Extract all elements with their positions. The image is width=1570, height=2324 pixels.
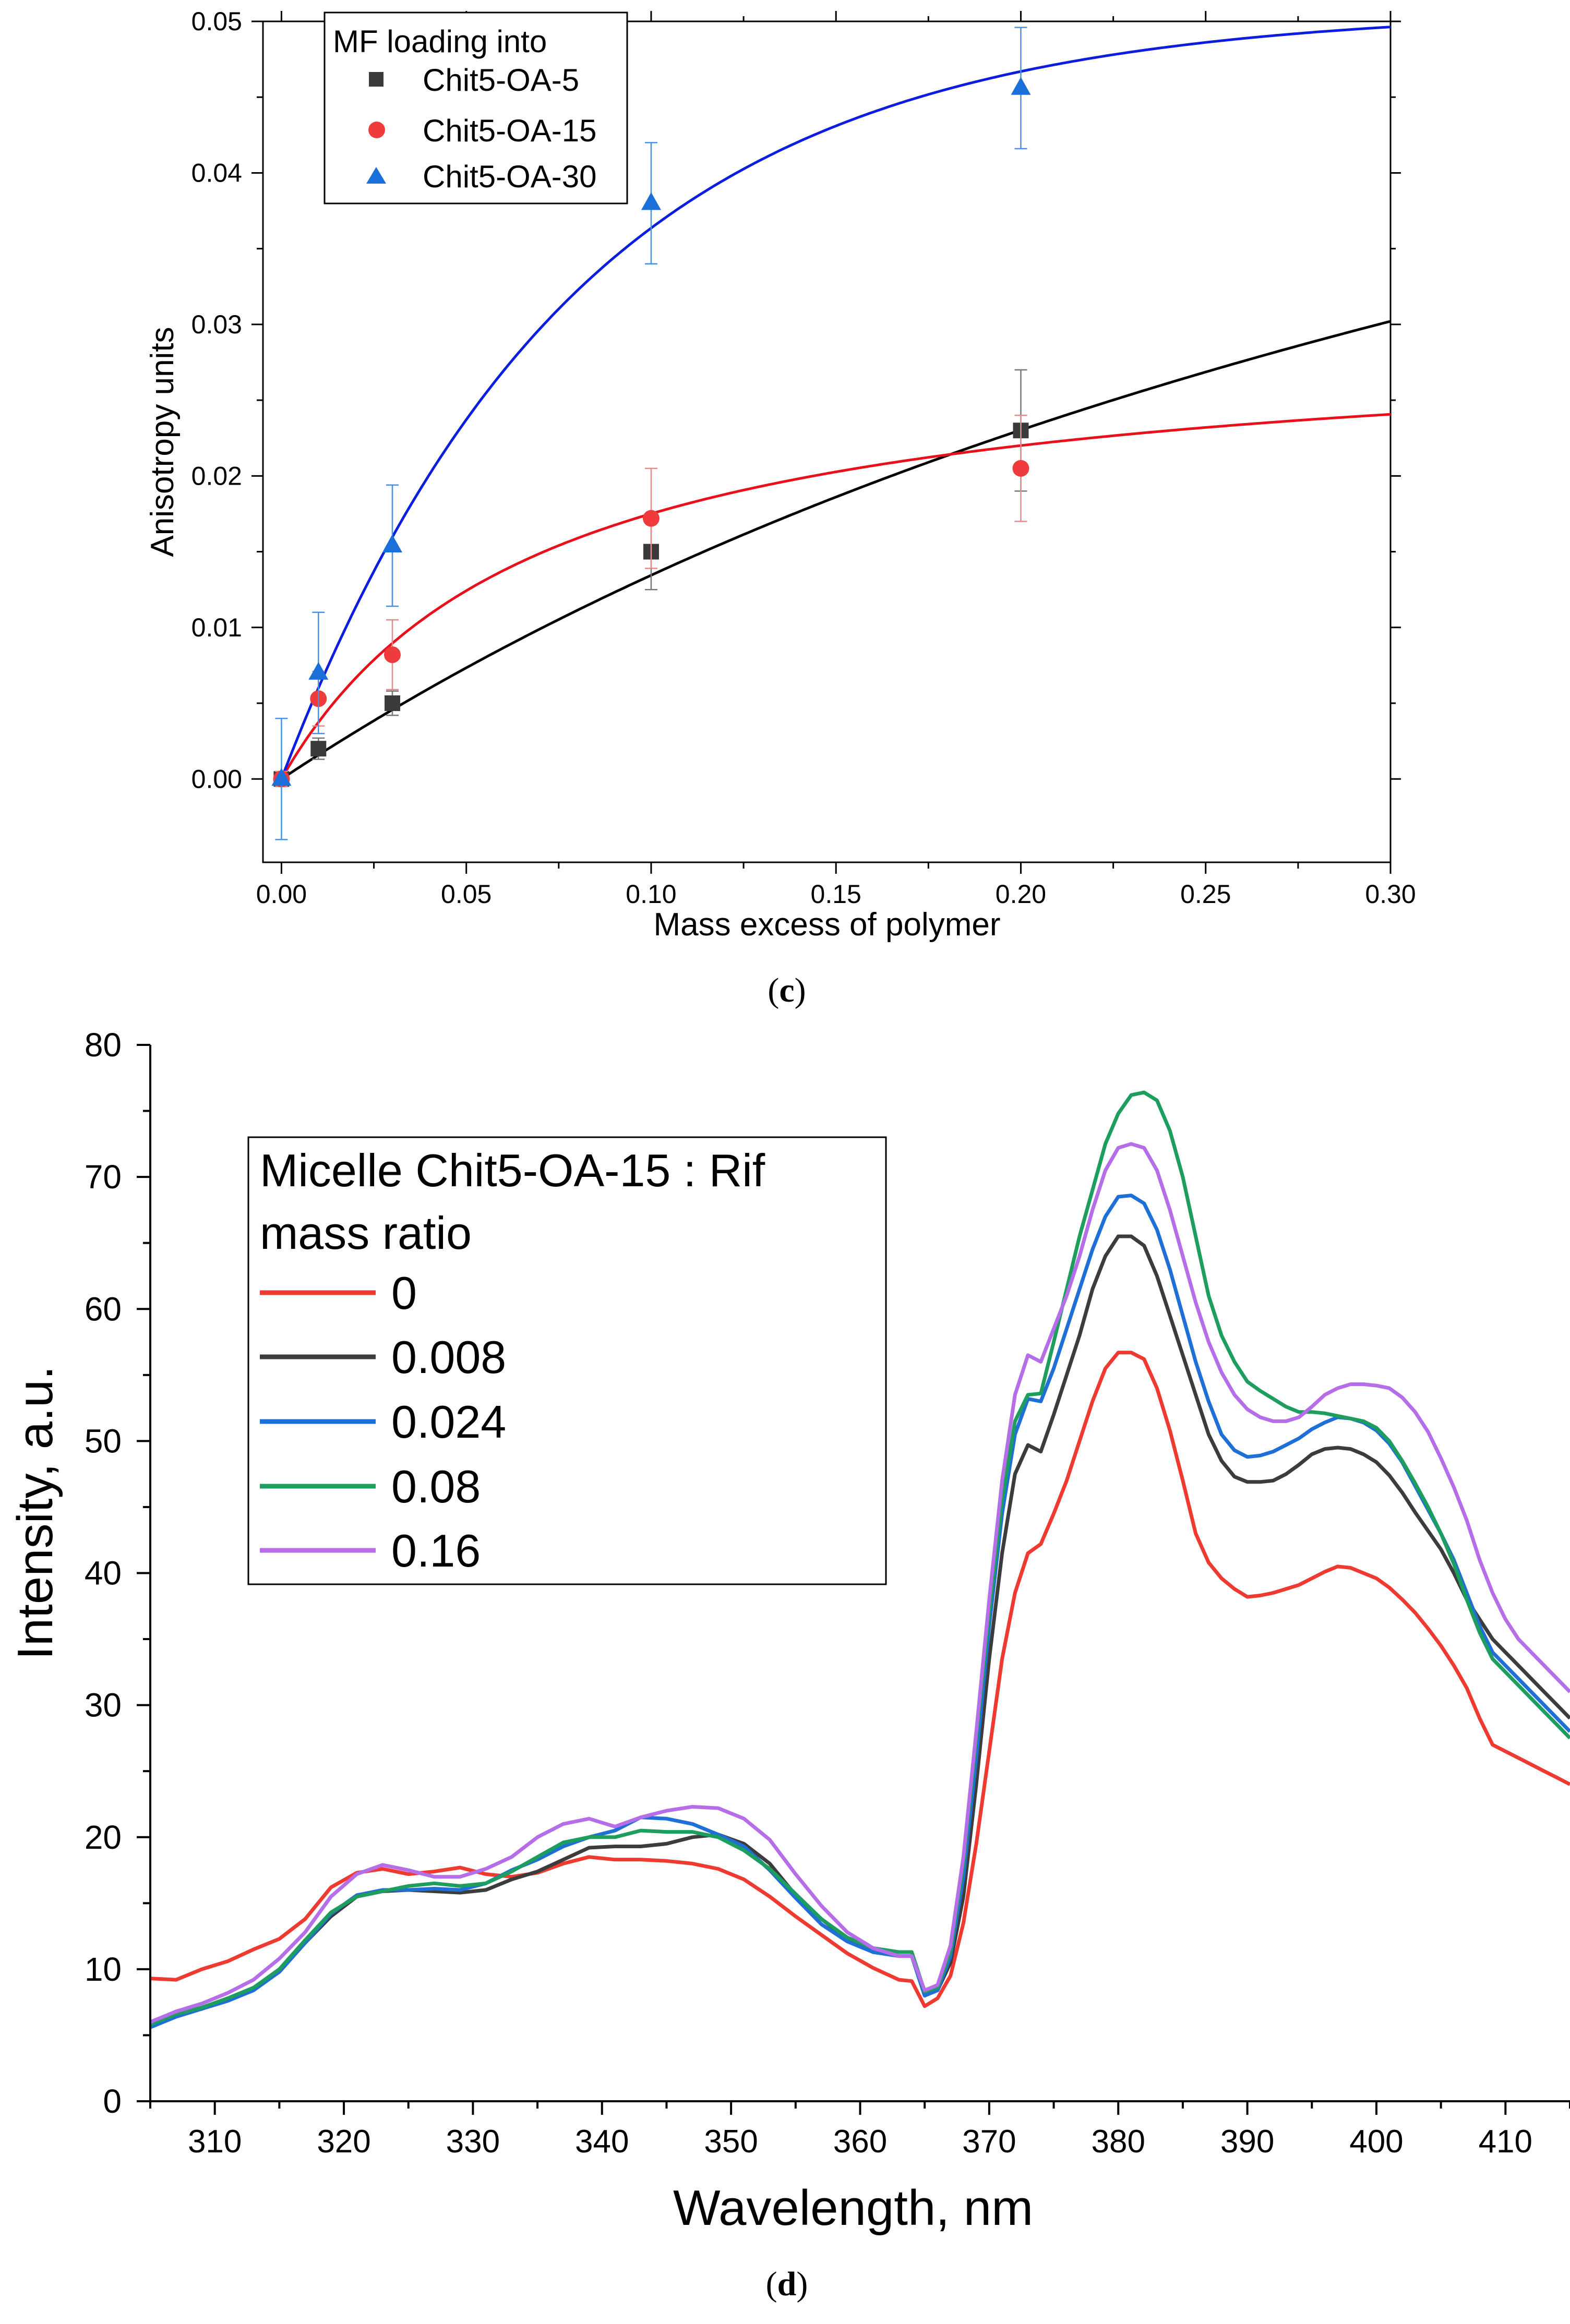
x-tick-label-c: 0.15 [811, 880, 861, 909]
panel-c-legend-title: MF loading into [333, 24, 547, 59]
x-tick-label-d: 310 [188, 2124, 242, 2160]
x-tick-label-d: 350 [704, 2124, 758, 2160]
y-tick-label-d: 70 [85, 1158, 122, 1196]
point-chit5-oa-15 [642, 510, 660, 527]
x-tick-label-d: 390 [1220, 2124, 1274, 2160]
panel-c-label: (c) [768, 971, 806, 1009]
panel-d-spectra [150, 1090, 1570, 2029]
x-tick-label-d: 330 [446, 2124, 500, 2160]
point-chit5-oa-30 [1011, 77, 1031, 95]
x-tick-label-c: 0.05 [441, 880, 492, 909]
y-tick-label-c: 0.05 [191, 7, 242, 36]
x-tick-label-d: 370 [962, 2124, 1016, 2160]
x-tick-label-d: 410 [1479, 2124, 1532, 2160]
legend-d-label-0-024: 0.024 [391, 1396, 506, 1448]
panel-d-ticks: 310 320 330 340 350 360 370 380 390 400 4100102030… [85, 1026, 1570, 2160]
panel-c-legend: MF loading into Chit5-OA-5 Chit5-OA-15 C… [323, 11, 628, 204]
y-tick-label-d: 30 [85, 1687, 122, 1724]
panel-c-letter: c [779, 971, 794, 1009]
legend-d-label-0-16: 0.16 [391, 1525, 481, 1576]
point-chit5-oa-5 [310, 741, 327, 757]
y-tick-label-d: 20 [85, 1819, 122, 1856]
x-tick-label-d: 340 [575, 2124, 629, 2160]
spectrum-line-0-08 [150, 1090, 1570, 2027]
y-tick-label-d: 60 [85, 1290, 122, 1328]
y-tick-label-c: 0.00 [191, 764, 242, 793]
panel-c-ticks: 0.00 0.05 0.10 0.15 0.20 0.25 0.30 0.00 0.01 0.02… [191, 7, 1416, 909]
y-tick-label-d: 0 [103, 2082, 122, 2120]
x-tick-label-d: 320 [317, 2124, 370, 2160]
spectrum-line-0-008 [150, 1234, 1570, 2027]
panel-c-plot-frame [262, 20, 1392, 863]
legend-c-marker-chit5-oa-5 [369, 72, 383, 87]
x-tick-label-c: 0.25 [1180, 880, 1231, 909]
legend-d-label-0-08: 0.08 [391, 1461, 481, 1512]
y-tick-label-d: 40 [85, 1555, 122, 1592]
panel-d-y-axis-label: Intensity, a.u. [7, 1366, 63, 1660]
x-tick-label-c: 0.30 [1365, 880, 1416, 909]
legend-d-label-0-008: 0.008 [391, 1331, 506, 1383]
panel-c-data-points [271, 27, 1031, 840]
legend-c-label-chit5-oa-15: Chit5-OA-15 [423, 113, 596, 148]
spectrum-line-0-16 [150, 1142, 1570, 2024]
panel-d-letter: d [777, 2265, 797, 2303]
y-tick-label-d: 80 [85, 1026, 122, 1064]
point-chit5-oa-5 [384, 695, 400, 712]
y-tick-label-c: 0.02 [191, 461, 242, 490]
x-tick-label-d: 360 [833, 2124, 887, 2160]
panel-d-label: (d) [766, 2265, 808, 2303]
legend-c-marker-chit5-oa-30 [366, 167, 386, 184]
fit-curve-chit5-oa-15 [280, 413, 1391, 780]
panel-d-legend-title-line1: Micelle Chit5-OA-15 : Rif [260, 1145, 765, 1196]
y-tick-label-c: 0.01 [191, 613, 242, 642]
point-chit5-oa-15 [1012, 460, 1029, 477]
panel-d-legend-box [247, 1136, 887, 1585]
y-tick-label-d: 10 [85, 1950, 122, 1988]
point-chit5-oa-30 [271, 768, 292, 786]
x-tick-label-c: 0.00 [256, 880, 307, 909]
x-tick-label-c: 0.10 [626, 880, 676, 909]
y-tick-label-d: 50 [85, 1422, 122, 1460]
panel-c: 0.00 0.05 0.10 0.15 0.20 0.25 0.30 0.00 0.01 0.02… [145, 7, 1416, 1009]
x-tick-label-d: 380 [1092, 2124, 1145, 2160]
panel-c-fit-curves [280, 26, 1391, 780]
point-chit5-oa-30 [308, 661, 329, 680]
panel-c-y-axis-label: Anisotropy units [145, 327, 181, 557]
legend-c-marker-chit5-oa-15 [368, 122, 385, 138]
y-tick-label-c: 0.03 [191, 310, 242, 339]
fit-curve-chit5-oa-5 [281, 320, 1391, 780]
panel-d: 310 320 330 340 350 360 370 380 390 400 4100102030… [7, 1026, 1570, 2303]
legend-c-label-chit5-oa-5: Chit5-OA-5 [423, 63, 579, 98]
panel-d-legend: Micelle Chit5-OA-15 : Rif mass ratio 0 0… [247, 1136, 887, 1585]
x-tick-label-c: 0.20 [996, 880, 1046, 909]
fit-curve-chit5-oa-30 [280, 26, 1391, 780]
legend-c-label-chit5-oa-30: Chit5-OA-30 [423, 159, 596, 194]
panel-d-legend-title-line2: mass ratio [260, 1207, 472, 1259]
y-tick-label-c: 0.04 [191, 158, 242, 187]
panel-c-x-axis-label: Mass excess of polymer [654, 907, 1001, 943]
point-chit5-oa-30 [641, 192, 661, 210]
point-chit5-oa-15 [383, 646, 401, 664]
x-tick-label-d: 400 [1349, 2124, 1403, 2160]
panel-d-x-axis-label: Wavelength, nm [673, 2180, 1033, 2236]
point-chit5-oa-30 [382, 534, 402, 552]
legend-d-label-0: 0 [391, 1267, 417, 1319]
